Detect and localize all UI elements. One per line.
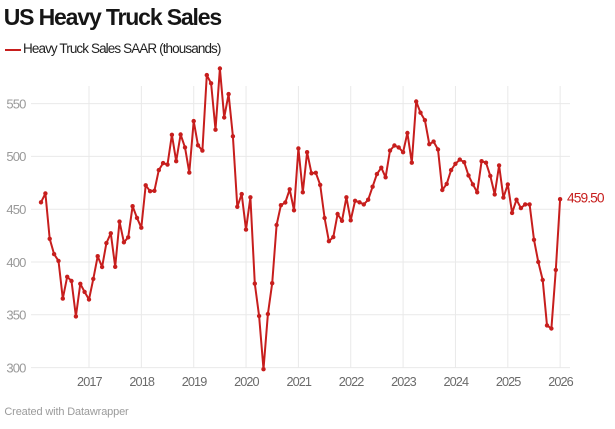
svg-text:2022: 2022 — [339, 375, 364, 389]
svg-text:400: 400 — [6, 255, 26, 270]
svg-text:2023: 2023 — [391, 375, 416, 389]
svg-text:300: 300 — [6, 360, 26, 375]
svg-text:350: 350 — [6, 308, 26, 323]
svg-text:450: 450 — [6, 202, 26, 217]
svg-text:2020: 2020 — [234, 375, 259, 389]
svg-text:459.50: 459.50 — [567, 191, 605, 206]
svg-text:550: 550 — [6, 96, 26, 111]
svg-text:2026: 2026 — [548, 375, 573, 389]
svg-text:2018: 2018 — [129, 375, 154, 389]
svg-text:2017: 2017 — [77, 375, 102, 389]
svg-text:2019: 2019 — [182, 375, 207, 389]
svg-text:500: 500 — [6, 149, 26, 164]
svg-text:2024: 2024 — [444, 375, 469, 389]
svg-text:2025: 2025 — [496, 375, 521, 389]
svg-text:2021: 2021 — [286, 375, 311, 389]
